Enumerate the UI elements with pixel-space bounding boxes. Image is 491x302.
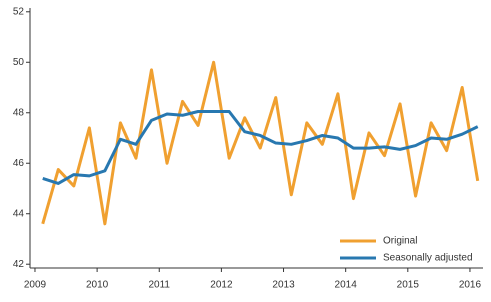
y-tick-label: 46 [13, 158, 25, 169]
x-tick-label: 2016 [459, 280, 482, 291]
x-tick-label: 2009 [24, 280, 47, 291]
legend-label: Seasonally adjusted [383, 253, 473, 264]
x-tick-label: 2010 [86, 280, 109, 291]
y-tick-label: 42 [13, 259, 25, 270]
y-tick-label: 50 [13, 57, 25, 68]
y-tick-label: 44 [13, 208, 25, 219]
x-tick-label: 2012 [210, 280, 233, 291]
series-line [41, 60, 480, 226]
x-tick-label: 2013 [272, 280, 295, 291]
y-tick-label: 52 [13, 6, 25, 17]
x-tick-label: 2014 [335, 280, 358, 291]
x-tick-label: 2011 [148, 280, 170, 291]
series-line [42, 109, 479, 185]
x-tick-label: 2015 [397, 280, 420, 291]
legend-label: Original [383, 236, 417, 247]
y-tick-label: 48 [13, 107, 25, 118]
